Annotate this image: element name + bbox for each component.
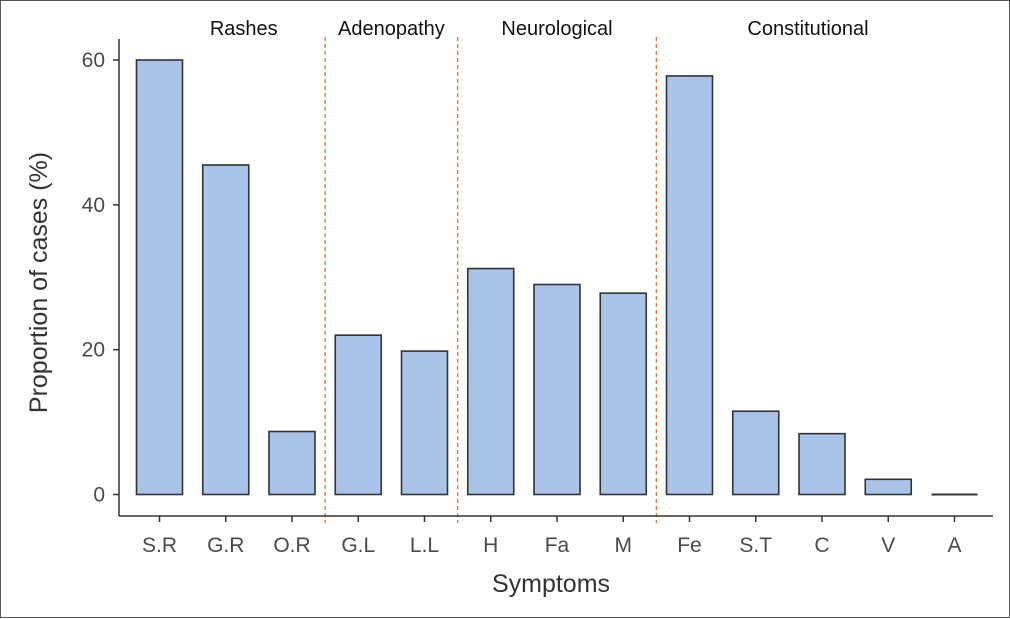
group-label-neurological: Neurological (501, 18, 612, 40)
x-tick-label: A (947, 534, 961, 557)
bars (135, 59, 978, 496)
bar-gl (334, 334, 383, 496)
y-tick-label: 0 (93, 484, 105, 507)
bar-m (599, 292, 648, 496)
group-label-rashes: Rashes (210, 18, 278, 40)
bar-st (731, 410, 780, 496)
x-tick-label: V (881, 534, 895, 557)
y-axis-ticks: 0 20 40 60 (82, 49, 119, 507)
bar-c (798, 432, 846, 496)
y-tick-label: 40 (82, 194, 105, 217)
bar-ll (400, 350, 449, 496)
bar-sr (135, 59, 184, 496)
group-label-constitutional: Constitutional (747, 18, 868, 40)
x-tick-label: S.T (739, 534, 772, 557)
bar-fa (533, 283, 581, 496)
y-tick-label: 20 (82, 339, 105, 362)
x-tick-label: Fe (677, 534, 702, 557)
x-tick-label: L.L (410, 534, 439, 557)
y-tick-label: 60 (82, 49, 105, 72)
x-tick-label: H (483, 534, 498, 557)
x-tick-label: G.L (341, 534, 375, 557)
bar-fe (665, 75, 714, 496)
bar-or (268, 430, 316, 496)
x-tick-label: G.R (207, 534, 244, 557)
bar-v (864, 478, 913, 496)
x-tick-label: O.R (273, 534, 310, 557)
y-axis-title: Proportion of cases (%) (25, 152, 53, 413)
group-labels: Rashes Adenopathy Neurological Constitution… (210, 18, 869, 40)
x-tick-label: M (615, 534, 633, 557)
x-axis-ticks: S.R G.R O.R G.L L.L H Fa M Fe S.T C V A (142, 516, 962, 557)
x-tick-label: C (814, 534, 829, 557)
bar-h (466, 267, 515, 496)
group-label-adenopathy: Adenopathy (338, 18, 445, 40)
bar-gr (201, 164, 250, 496)
x-tick-label: Fa (545, 534, 570, 557)
x-tick-label: S.R (142, 534, 177, 557)
x-axis-title: Symptoms (492, 570, 610, 598)
